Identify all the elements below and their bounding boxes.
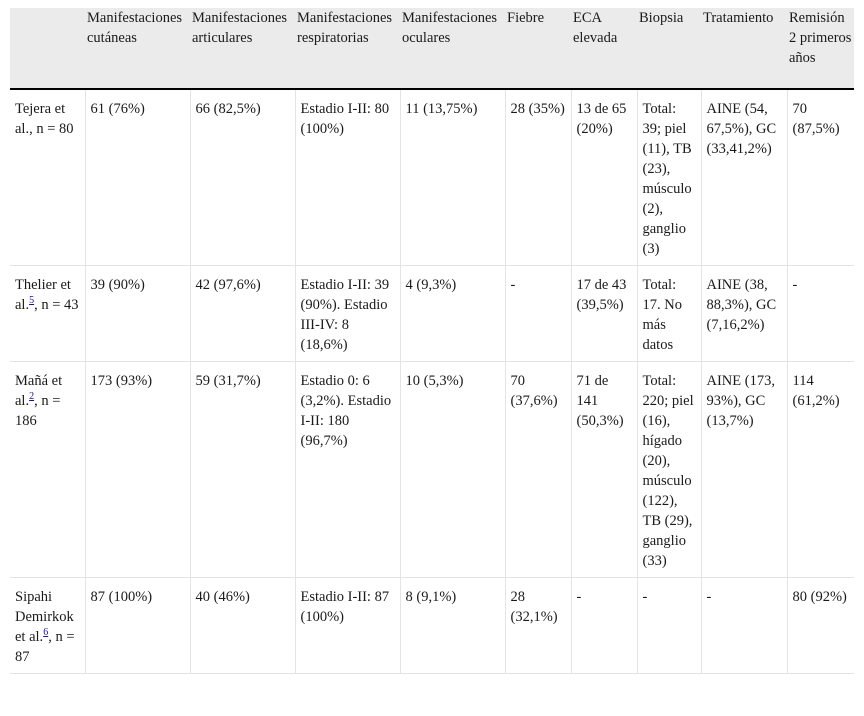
table-cell: 8 (9,1%)	[400, 577, 506, 674]
table-cell: -	[701, 577, 788, 674]
table-cell: 28 (32,1%)	[505, 577, 572, 674]
table-cell: 71 de 141 (50,3%)	[571, 361, 638, 578]
header-cell: Manifestaciones respiratorias	[295, 8, 400, 90]
study-cell: Thelier et al.5, n = 43	[10, 265, 86, 362]
table-container: Manifestaciones cutáneas Manifestaciones…	[10, 8, 854, 674]
header-cell	[10, 8, 85, 90]
table-cell: 173 (93%)	[85, 361, 191, 578]
table-cell: Estadio I-II: 80 (100%)	[295, 89, 401, 266]
header-cell: Tratamiento	[701, 8, 787, 90]
table-cell: 40 (46%)	[190, 577, 296, 674]
table-cell: Total: 220; piel (16), hígado (20), músc…	[637, 361, 702, 578]
table-cell: -	[637, 577, 702, 674]
table-cell: 39 (90%)	[85, 265, 191, 362]
header-cell: Remisión 2 primeros años	[787, 8, 854, 90]
table-cell: AINE (38, 88,3%), GC (7,16,2%)	[701, 265, 788, 362]
study-sample-size: , n = 186	[15, 393, 61, 429]
study-cell: Tejera et al., n = 80	[10, 89, 86, 266]
table-cell: Total: 39; piel (11), TB (23), músculo (…	[637, 89, 702, 266]
table-cell: 17 de 43 (39,5%)	[571, 265, 638, 362]
table-cell: 59 (31,7%)	[190, 361, 296, 578]
table-cell: 66 (82,5%)	[190, 89, 296, 266]
table-cell: 28 (35%)	[505, 89, 572, 266]
table-cell: 87 (100%)	[85, 577, 191, 674]
header-cell: ECA elevada	[571, 8, 637, 90]
table-cell: 42 (97,6%)	[190, 265, 296, 362]
table-cell: 13 de 65 (20%)	[571, 89, 638, 266]
sarcoidosis-comparison-table: Manifestaciones cutáneas Manifestaciones…	[10, 8, 854, 674]
header-cell: Biopsia	[637, 8, 701, 90]
table-cell: -	[505, 265, 572, 362]
table-row: Thelier et al.5, n = 43 39 (90%) 42 (97,…	[10, 265, 854, 362]
reference-link[interactable]: 6	[43, 627, 49, 638]
reference-link[interactable]: 5	[29, 295, 35, 306]
study-label: Sipahi Demirkok et al.	[15, 589, 74, 645]
header-cell: Manifestaciones cutáneas	[85, 8, 190, 90]
table-cell: -	[787, 265, 854, 362]
header-cell: Manifestaciones oculares	[400, 8, 505, 90]
table-cell: Estadio I-II: 87 (100%)	[295, 577, 401, 674]
table-cell: 61 (76%)	[85, 89, 191, 266]
table-cell: 114 (61,2%)	[787, 361, 854, 578]
reference-link[interactable]: 2	[29, 391, 35, 402]
table-cell: 70 (87,5%)	[787, 89, 854, 266]
table-cell: AINE (173, 93%), GC (13,7%)	[701, 361, 788, 578]
table-cell: 10 (5,3%)	[400, 361, 506, 578]
study-label: Mañá et al.	[15, 373, 63, 409]
header-cell: Fiebre	[505, 8, 571, 90]
table-cell: 4 (9,3%)	[400, 265, 506, 362]
table-cell: 11 (13,75%)	[400, 89, 506, 266]
table-cell: AINE (54, 67,5%), GC (33,41,2%)	[701, 89, 788, 266]
table-row: Mañá et al.2, n = 186 173 (93%) 59 (31,7…	[10, 361, 854, 578]
study-sample-size: , n = 43	[34, 297, 79, 313]
table-cell: 70 (37,6%)	[505, 361, 572, 578]
header-row: Manifestaciones cutáneas Manifestaciones…	[10, 8, 854, 90]
table-row: Tejera et al., n = 80 61 (76%) 66 (82,5%…	[10, 89, 854, 266]
study-cell: Mañá et al.2, n = 186	[10, 361, 86, 578]
study-sample-size: , n = 87	[15, 629, 75, 665]
table-cell: Estadio I-II: 39 (90%). Estadio III-IV: …	[295, 265, 401, 362]
study-label: Thelier et al.	[15, 277, 71, 313]
header-cell: Manifestaciones articulares	[190, 8, 295, 90]
table-cell: Estadio 0: 6 (3,2%). Estadio I-II: 180 (…	[295, 361, 401, 578]
table-row: Sipahi Demirkok et al.6, n = 87 87 (100%…	[10, 577, 854, 674]
study-cell: Sipahi Demirkok et al.6, n = 87	[10, 577, 86, 674]
table-cell: Total: 17. No más datos	[637, 265, 702, 362]
table-cell: -	[571, 577, 638, 674]
table-cell: 80 (92%)	[787, 577, 854, 674]
study-label: Tejera et al., n = 80	[15, 101, 74, 137]
